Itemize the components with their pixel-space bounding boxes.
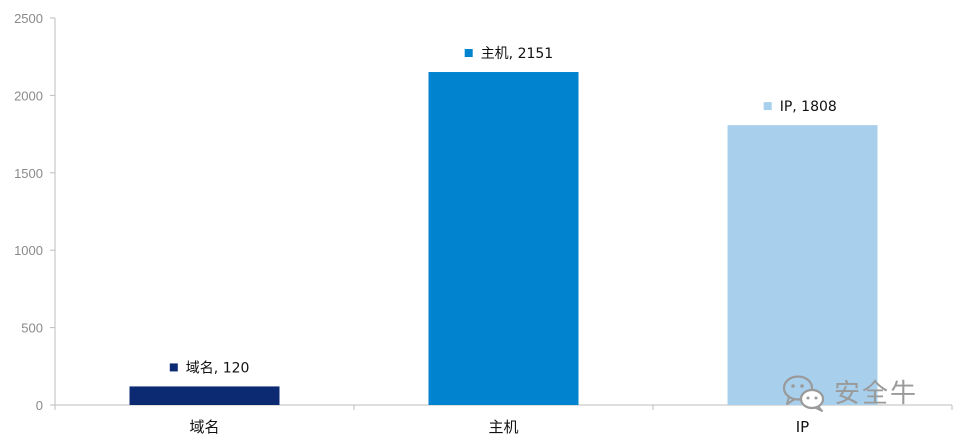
watermark-text: 安全牛	[834, 379, 918, 409]
y-tick-label: 500	[21, 321, 43, 336]
y-tick-label: 0	[36, 398, 43, 413]
y-tick-label: 1000	[14, 243, 43, 258]
bar-2	[727, 125, 878, 406]
bar-1	[428, 72, 579, 405]
y-tick-label: 2500	[14, 11, 43, 26]
y-tick-label: 1500	[14, 166, 43, 181]
y-tick-label: 2000	[14, 88, 43, 103]
x-category-label: IP	[796, 418, 809, 436]
bars	[129, 72, 878, 406]
y-axis: 0 500 1000 1500 2000 2500	[14, 11, 56, 413]
wechat-icon	[782, 375, 825, 412]
legend-marker	[464, 49, 473, 58]
data-label: 域名, 120	[186, 360, 250, 376]
legend-marker	[763, 102, 772, 111]
watermark: 安全牛	[782, 375, 918, 412]
data-labels: 域名, 120 主机, 2151 IP, 1808	[169, 46, 837, 376]
x-category-label: 域名	[189, 418, 219, 436]
legend-marker	[169, 363, 178, 372]
bar-0	[129, 386, 280, 405]
data-label: 主机, 2151	[481, 46, 554, 62]
x-category-label: 主机	[488, 418, 518, 436]
data-label: IP, 1808	[780, 99, 837, 115]
